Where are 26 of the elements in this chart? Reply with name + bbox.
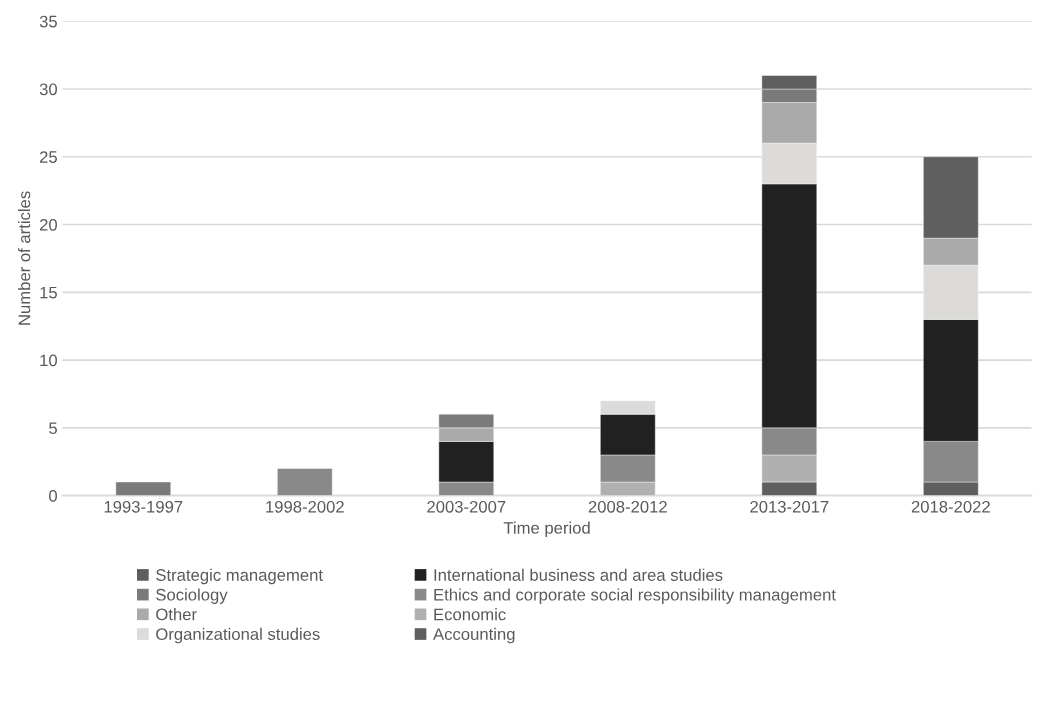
- y-tick-label: 30: [39, 83, 58, 96]
- y-tick-label: 5: [49, 422, 57, 435]
- legend-label: Ethics and corporate social responsibility management: [434, 588, 836, 604]
- bar: [115, 481, 171, 496]
- y-tick-label: 10: [40, 354, 58, 367]
- legend-label: Strategic management: [156, 568, 323, 585]
- legend-label: Sociology: [156, 588, 228, 604]
- y-tick-label: 20: [39, 218, 58, 231]
- x-tick-label: 1993-1997: [104, 500, 183, 513]
- legend-label: Economic: [434, 608, 506, 621]
- legend-label: Other: [156, 608, 197, 621]
- legend-label: International business and area studies: [434, 568, 723, 581]
- y-axis-title: Number of articles: [18, 191, 31, 325]
- x-axis-title: Time period: [503, 521, 590, 538]
- x-tick-label: 2003-2007: [427, 500, 506, 513]
- y-tick-label: 15: [40, 286, 57, 299]
- x-tick-label: 1998-2002: [266, 500, 344, 513]
- x-tick-label: 2018-2022: [911, 500, 990, 513]
- legend-label: Organizational studies: [156, 627, 320, 644]
- x-tick-label: 2008-2012: [588, 500, 667, 513]
- bar: [277, 468, 333, 496]
- legend-label: Accounting: [433, 627, 515, 644]
- y-tick-label: 0: [49, 490, 58, 502]
- x-tick-label: 2013-2017: [750, 500, 829, 513]
- y-tick-label: 35: [39, 15, 57, 28]
- y-tick-label: 25: [39, 151, 57, 163]
